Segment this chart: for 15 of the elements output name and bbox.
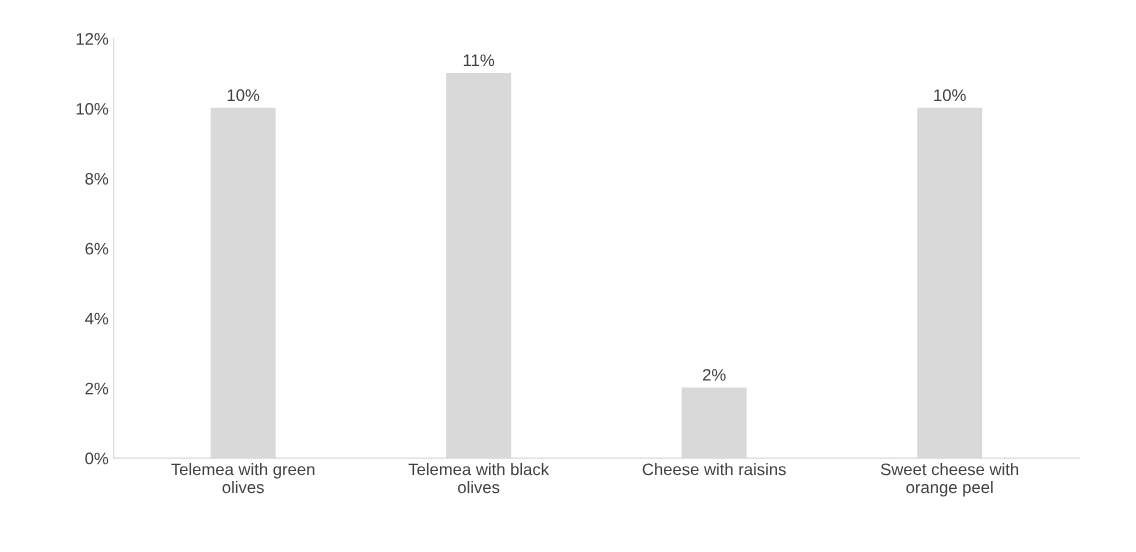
data-label: 10% — [934, 89, 966, 102]
y-tick-label: 6% — [85, 242, 109, 255]
x-tick-label: Telemea with black olives — [408, 463, 550, 494]
x-tick-label: Sweet cheese with orange peel — [880, 463, 1019, 497]
data-label: 2% — [702, 368, 726, 381]
y-tick-label: 10% — [76, 102, 109, 115]
y-tick-label: 0% — [85, 452, 109, 465]
x-tick-label: Cheese with raisins — [642, 463, 786, 476]
x-tick-label: Telemea with green olives — [171, 463, 315, 494]
data-label: 10% — [227, 89, 260, 102]
data-label: 11% — [463, 54, 495, 67]
y-tick-label: 2% — [85, 382, 109, 395]
y-tick-label: 4% — [85, 312, 109, 325]
y-tick-label: 12% — [76, 33, 109, 45]
y-tick-label: 8% — [85, 172, 109, 185]
